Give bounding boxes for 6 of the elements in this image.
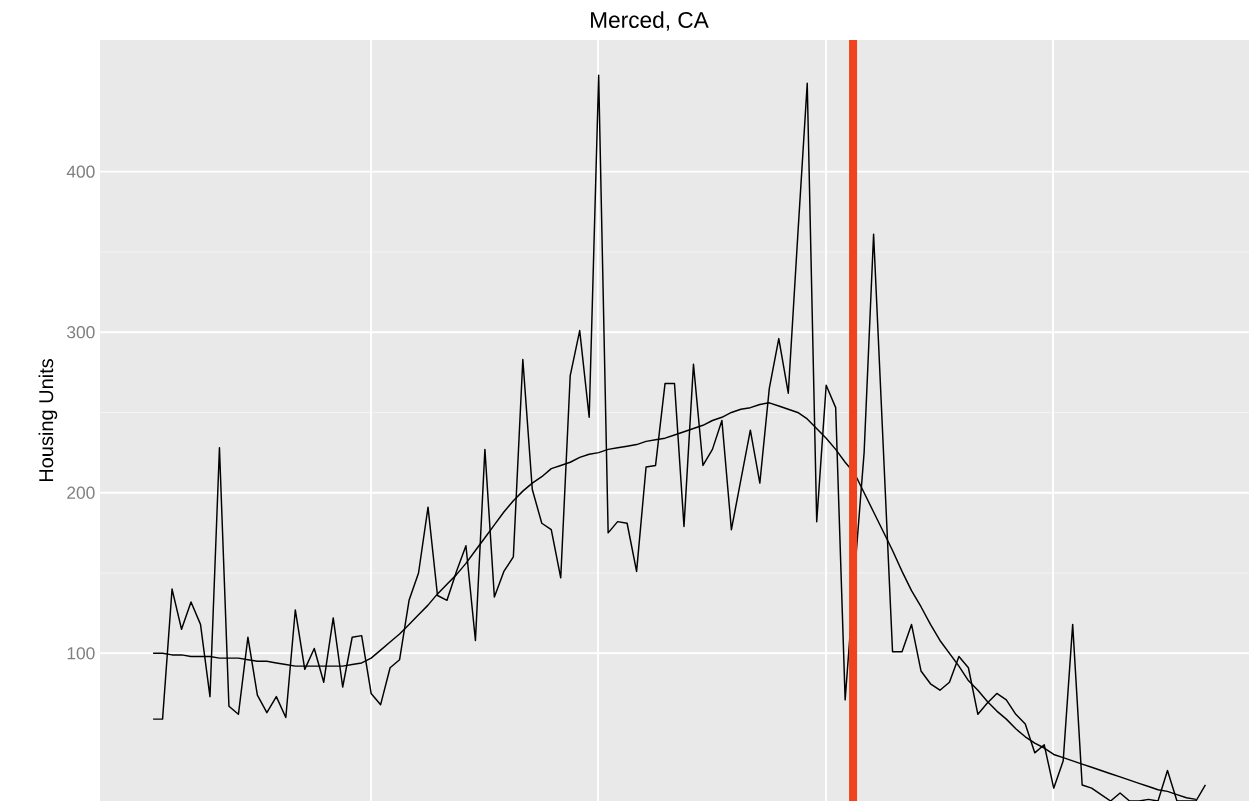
y-tick-label: 300	[67, 326, 95, 339]
chart-title: Merced, CA	[591, 11, 709, 31]
y-tick-label: 400	[66, 165, 95, 178]
y-tick-label: 100	[67, 647, 95, 660]
y-axis-title: Housing Units	[38, 359, 58, 482]
y-tick-label: 200	[67, 486, 95, 499]
